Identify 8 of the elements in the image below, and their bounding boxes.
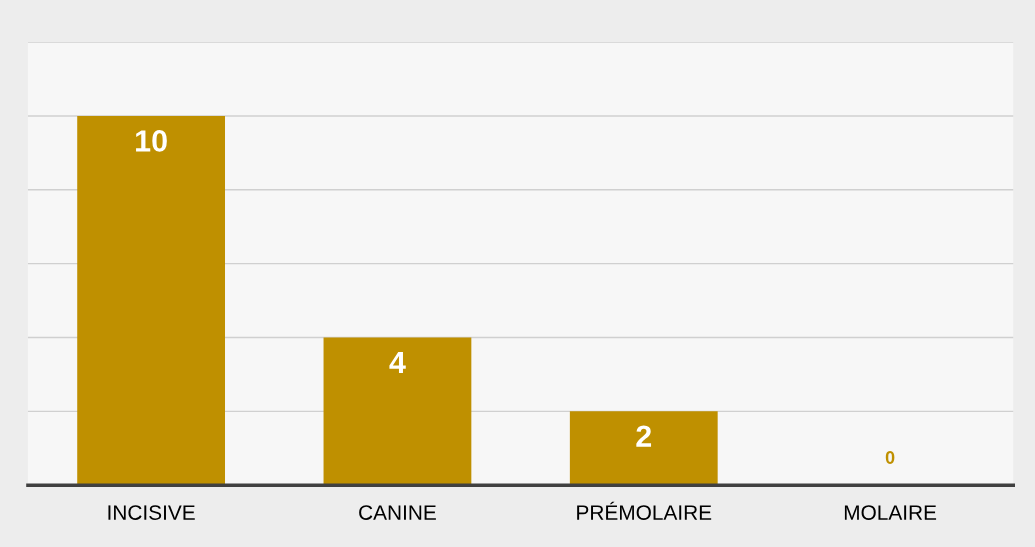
x-tick-label: MOLAIRE: [844, 505, 937, 520]
data-label: 10: [136, 130, 167, 152]
x-tick-label: CANINE: [359, 505, 436, 520]
x-tick-label: INCISIVE: [108, 505, 195, 520]
data-label: 4: [389, 351, 406, 373]
x-tick-label: PRÉMOLAIRE: [577, 501, 712, 520]
data-label: 2: [636, 425, 652, 447]
data-label: 0: [885, 451, 895, 464]
